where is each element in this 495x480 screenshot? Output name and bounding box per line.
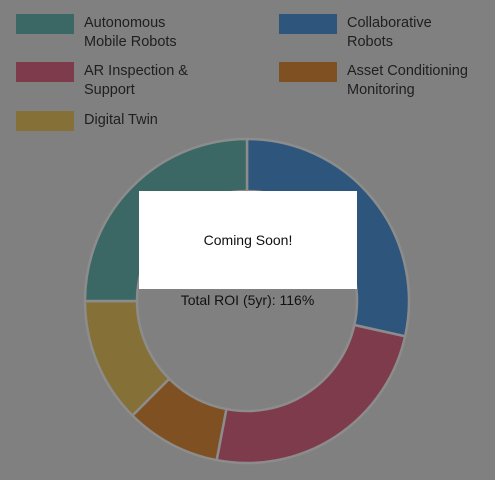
coming-soon-overlay: Coming Soon! [139, 191, 357, 289]
legend-item-autonomous-mobile-robots[interactable]: Autonomous Mobile Robots [16, 14, 177, 52]
legend-item-ar-inspection-support[interactable]: AR Inspection & Support [16, 62, 188, 100]
legend-item-digital-twin[interactable]: Digital Twin [16, 111, 158, 131]
legend-label: Asset Conditioning Monitoring [347, 63, 468, 98]
legend-label: AR Inspection & Support [84, 63, 188, 98]
legend-item-collaborative-robots[interactable]: Collaborative Robots [279, 14, 432, 52]
legend-swatch [279, 62, 337, 82]
legend-item-asset-conditioning-monitoring[interactable]: Asset Conditioning Monitoring [279, 62, 468, 100]
slice-ar-inspection-support[interactable] [215, 323, 407, 465]
legend-label: Collaborative Robots [347, 15, 432, 50]
total-roi-label: Total ROI (5yr): 116% [180, 292, 315, 308]
legend-swatch [16, 111, 74, 131]
legend-swatch [16, 62, 74, 82]
legend-label: Autonomous Mobile Robots [84, 15, 177, 50]
legend-swatch [279, 14, 337, 34]
legend-swatch [16, 14, 74, 34]
coming-soon-text: Coming Soon! [203, 232, 293, 248]
legend-label: Digital Twin [84, 112, 158, 128]
